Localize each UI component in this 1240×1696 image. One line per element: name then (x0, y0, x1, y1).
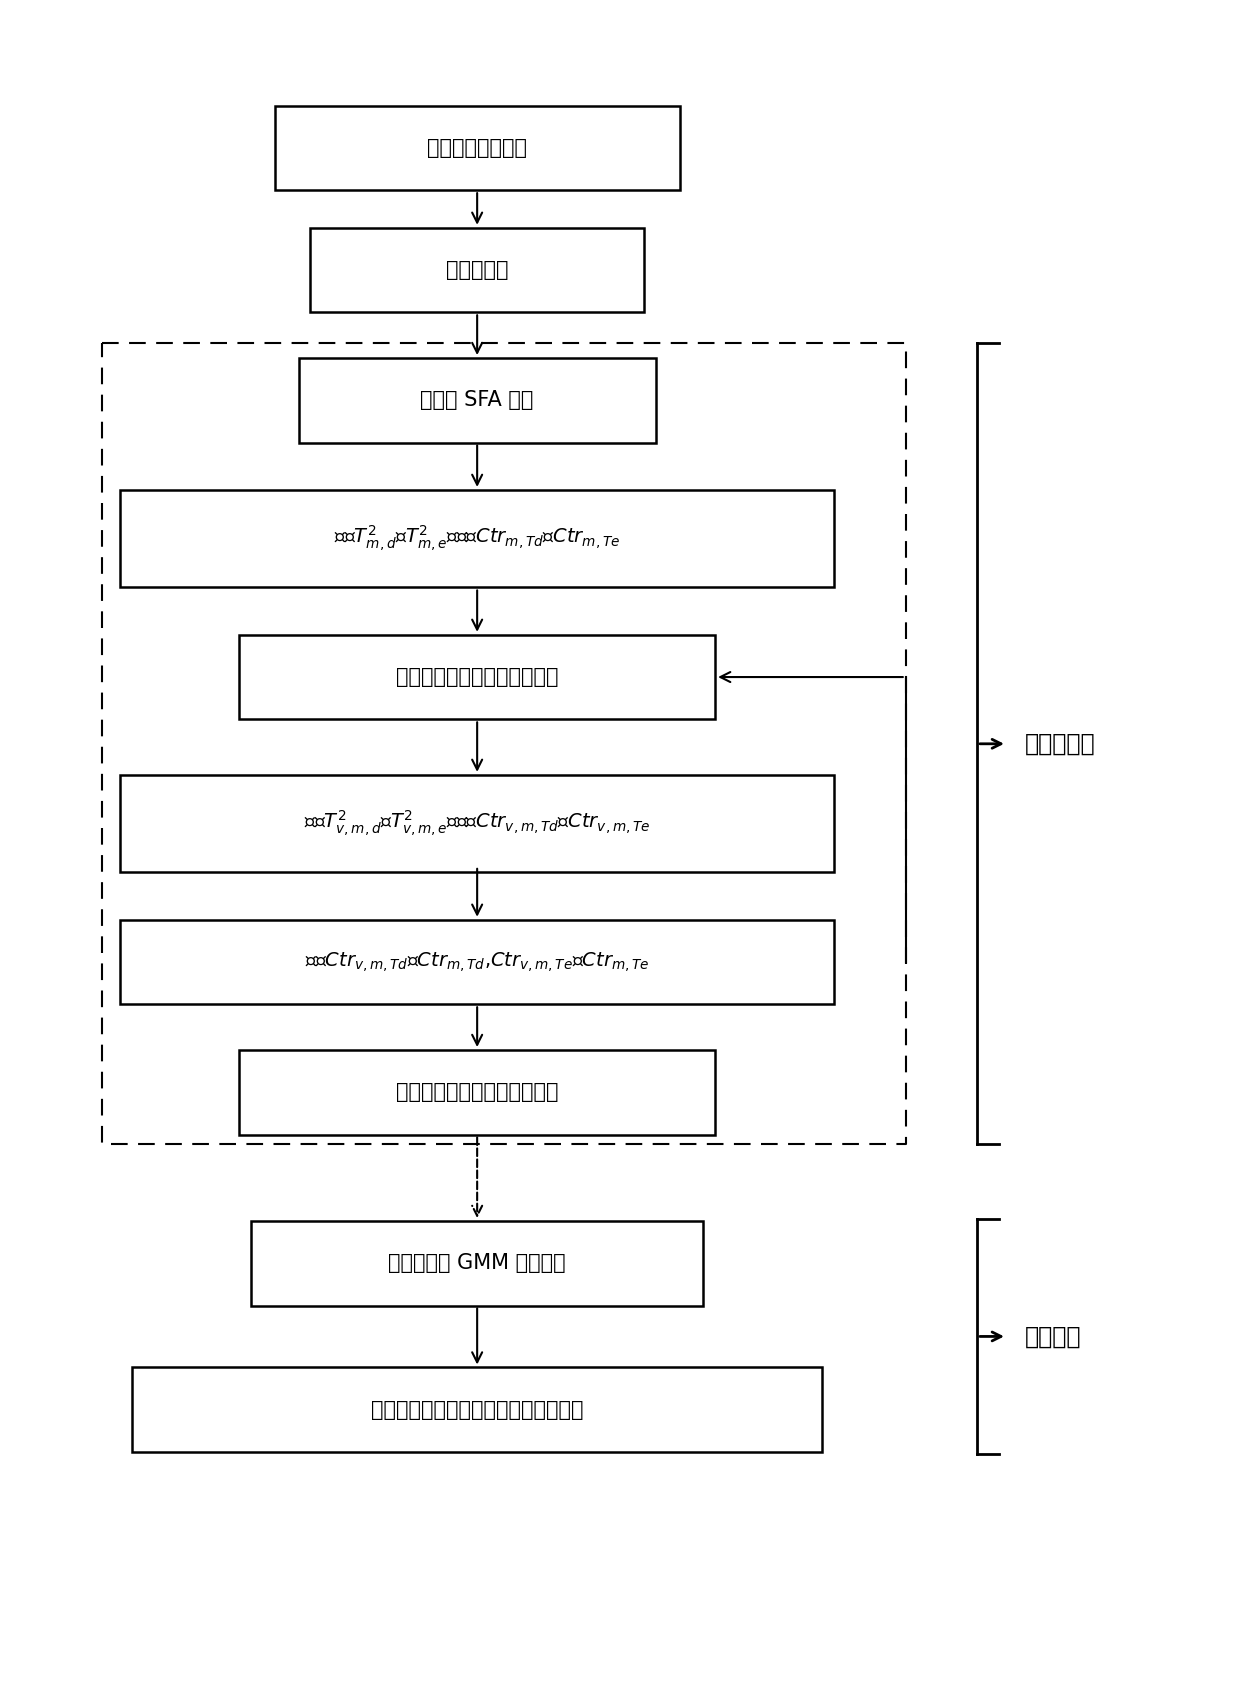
Bar (131, 1367, 822, 1452)
Text: 数据预处理: 数据预处理 (446, 259, 508, 280)
Text: 获取过程分析数据: 获取过程分析数据 (427, 137, 527, 158)
Text: 条件片 SFA 建模: 条件片 SFA 建模 (420, 390, 534, 410)
Text: 计算$T^2_{m,d}$、$T^2_{m,e}$，确定$Ctr_{m,Td}$、$Ctr_{m,Te}$: 计算$T^2_{m,d}$、$T^2_{m,e}$，确定$Ctr_{m,Td}$… (334, 524, 620, 553)
Bar (250, 1221, 703, 1306)
Bar (275, 105, 680, 190)
Text: 过程监测: 过程监测 (1024, 1325, 1081, 1348)
Bar (120, 775, 835, 872)
Bar (239, 1050, 715, 1135)
Text: 对比$Ctr_{v,m,Td}$与$Ctr_{m,Td}$,$Ctr_{v,m,Te}$与$Ctr_{m,Te}$: 对比$Ctr_{v,m,Td}$与$Ctr_{m,Td}$,$Ctr_{v,m,… (305, 950, 650, 974)
Text: 条件段划分: 条件段划分 (1024, 731, 1095, 756)
Text: 建立条件段 GMM 监测模型: 建立条件段 GMM 监测模型 (388, 1253, 565, 1274)
Bar (120, 490, 835, 587)
Text: 从过程中移除新确定的条件段: 从过程中移除新确定的条件段 (396, 1082, 558, 1102)
Text: 进行在线过程监测，判断过程运行状态: 进行在线过程监测，判断过程运行状态 (371, 1399, 583, 1420)
Bar (120, 919, 835, 1004)
Text: 从初始条件片组合新的条件段: 从初始条件片组合新的条件段 (396, 667, 558, 687)
Bar (310, 227, 644, 312)
Bar (299, 358, 656, 443)
Bar (239, 634, 715, 719)
Text: 计算$T^2_{v,m,d}$、$T^2_{v,m,e}$，确定$Ctr_{v,m,Td}$、$Ctr_{v,m,Te}$: 计算$T^2_{v,m,d}$、$T^2_{v,m,e}$，确定$Ctr_{v,… (304, 809, 650, 838)
